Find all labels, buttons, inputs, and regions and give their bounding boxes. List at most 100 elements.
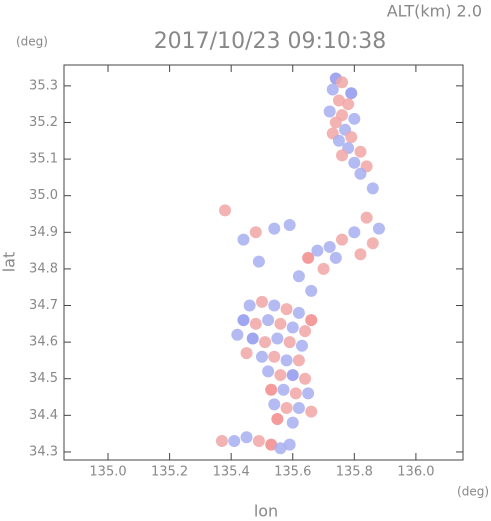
radar-point — [354, 145, 367, 158]
radar-point — [277, 383, 290, 396]
radar-point — [246, 332, 259, 345]
radar-point — [295, 339, 308, 352]
radar-point — [268, 350, 281, 363]
radar-point — [268, 398, 281, 411]
chart-title: 2017/10/23 09:10:38 — [154, 29, 387, 54]
radar-point — [345, 87, 358, 100]
x-axis-label: lon — [254, 502, 278, 521]
y-tick-label: 34.5 — [29, 371, 58, 386]
radar-point — [249, 226, 262, 239]
radar-point — [280, 303, 293, 316]
radar-point — [219, 204, 232, 217]
radar-point — [336, 233, 349, 246]
radar-point — [286, 369, 299, 382]
radar-point — [255, 350, 268, 363]
radar-point — [317, 262, 330, 275]
radar-point — [274, 369, 287, 382]
altitude-label: ALT(km) 2.0 — [387, 2, 482, 21]
radar-point — [332, 94, 345, 107]
y-tick-label: 35.1 — [29, 152, 58, 167]
y-tick-label: 34.9 — [29, 225, 58, 240]
radar-point — [274, 442, 287, 455]
radar-point — [323, 240, 336, 253]
radar-point — [240, 431, 253, 444]
radar-point — [292, 306, 305, 319]
x-tick-label: 136.0 — [397, 465, 434, 480]
radar-point — [372, 222, 385, 235]
radar-point — [354, 167, 367, 180]
radar-point — [252, 434, 265, 447]
radar-point — [262, 314, 275, 327]
radar-point — [292, 354, 305, 367]
radar-point — [305, 314, 318, 327]
radar-point — [255, 295, 268, 308]
radar-point — [299, 325, 312, 338]
radar-point — [271, 412, 284, 425]
y-tick-label: 34.3 — [29, 444, 58, 459]
y-unit: (deg) — [16, 35, 48, 49]
radar-point — [292, 402, 305, 415]
radar-point — [360, 211, 373, 224]
radar-point — [329, 116, 342, 129]
radar-point — [268, 222, 281, 235]
radar-point — [268, 299, 281, 312]
radar-point — [311, 244, 324, 257]
radar-point — [280, 402, 293, 415]
radar-point — [265, 438, 278, 451]
radar-point — [249, 317, 262, 330]
radar-point — [283, 336, 296, 349]
radar-point — [292, 270, 305, 283]
radar-point — [326, 83, 339, 96]
radar-point — [262, 365, 275, 378]
radar-point — [237, 233, 250, 246]
radar-point — [289, 387, 302, 400]
radar-point — [332, 134, 345, 147]
y-tick-label: 34.4 — [29, 408, 58, 423]
y-tick-label: 35.0 — [29, 188, 58, 203]
y-tick-label: 35.2 — [29, 115, 58, 130]
radar-point — [345, 131, 358, 144]
radar-point — [366, 237, 379, 250]
radar-point — [348, 112, 361, 125]
x-tick-label: 135.2 — [151, 465, 188, 480]
x-unit: (deg) — [457, 485, 489, 499]
radar-point — [286, 416, 299, 429]
radar-point — [259, 336, 272, 349]
radar-point — [274, 317, 287, 330]
radar-point — [354, 248, 367, 261]
radar-point — [237, 314, 250, 327]
x-tick-label: 135.0 — [89, 465, 126, 480]
radar-point — [305, 284, 318, 297]
radar-point — [228, 434, 241, 447]
x-tick-label: 135.4 — [213, 465, 250, 480]
radar-point — [366, 182, 379, 195]
radar-point — [240, 347, 253, 360]
radar-point — [252, 255, 265, 268]
radar-point — [329, 251, 342, 264]
radar-point — [302, 251, 315, 264]
x-tick-label: 135.6 — [274, 465, 311, 480]
radar-point — [283, 218, 296, 231]
radar-point — [305, 405, 318, 418]
radar-point — [286, 321, 299, 334]
radar-point — [336, 76, 349, 89]
radar-point — [336, 149, 349, 162]
radar-point — [283, 438, 296, 451]
radar-point — [323, 105, 336, 118]
radar-point — [302, 387, 315, 400]
radar-point — [265, 383, 278, 396]
plot-frame — [63, 64, 464, 461]
radar-point — [280, 354, 293, 367]
radar-point — [243, 299, 256, 312]
radar-point — [342, 98, 355, 111]
y-tick-label: 35.3 — [29, 78, 58, 93]
radar-point — [231, 328, 244, 341]
radar-point — [348, 156, 361, 169]
radar-point — [271, 332, 284, 345]
y-axis-label: lat — [0, 252, 19, 273]
radar-point — [215, 434, 228, 447]
y-tick-label: 34.7 — [29, 298, 58, 313]
radar-point — [348, 226, 361, 239]
radar-point — [299, 372, 312, 385]
